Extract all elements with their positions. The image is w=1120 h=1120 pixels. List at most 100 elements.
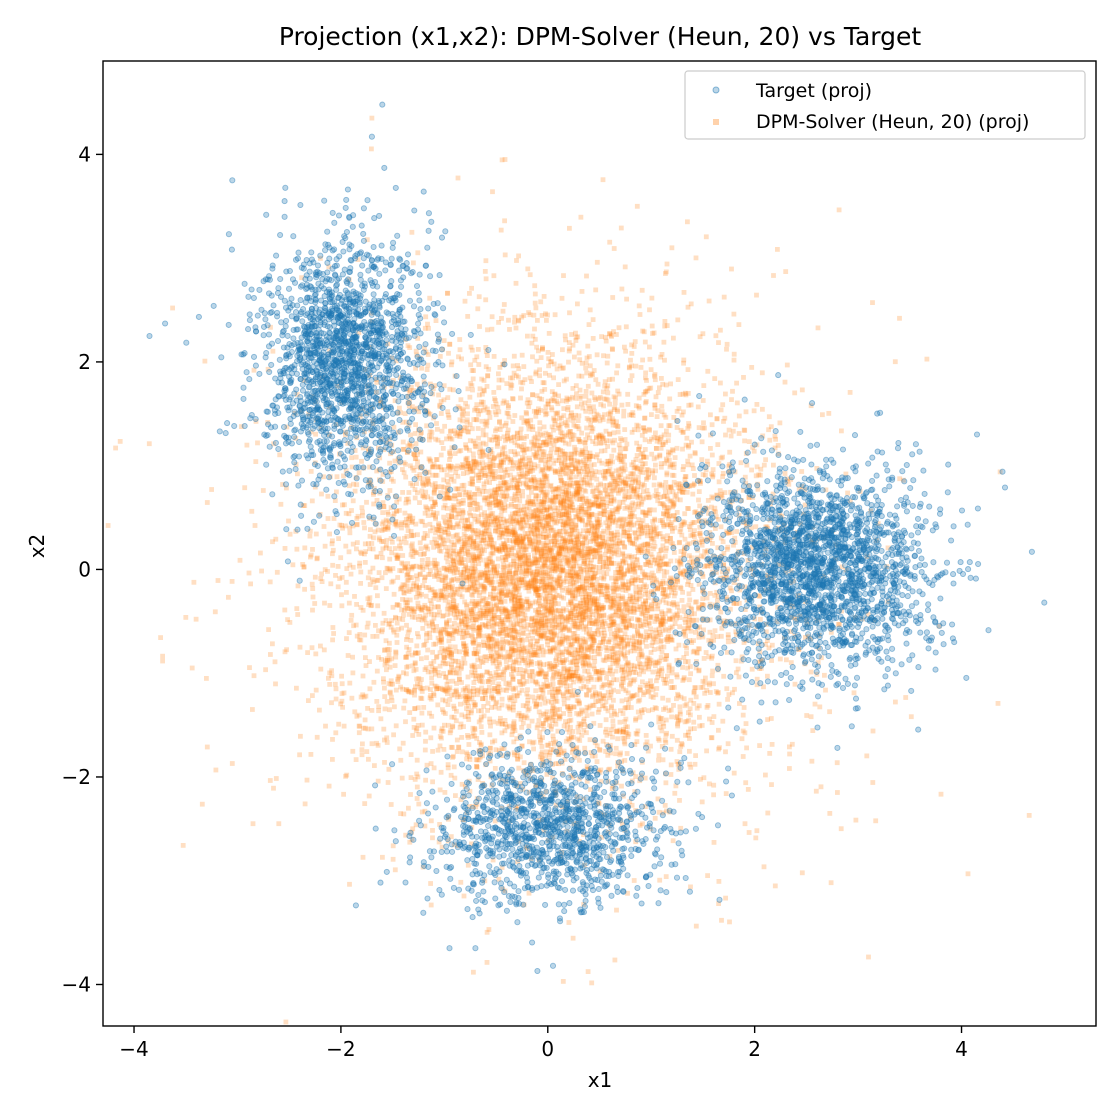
dpm-solver-point <box>567 451 573 457</box>
dpm-solver-point <box>585 766 590 772</box>
dpm-solver-point <box>519 654 525 660</box>
dpm-solver-point <box>707 561 713 566</box>
dpm-solver-point <box>484 602 490 608</box>
dpm-solver-point <box>573 383 579 388</box>
dpm-solver-point <box>563 646 569 652</box>
dpm-solver-point <box>457 405 462 411</box>
dpm-solver-point <box>450 551 456 556</box>
dpm-solver-point <box>436 577 442 582</box>
dpm-solver-point <box>489 606 495 612</box>
dpm-solver-point <box>638 773 644 779</box>
dpm-solver-point <box>465 549 471 555</box>
dpm-solver-point <box>574 662 580 668</box>
dpm-solver-point <box>422 616 428 622</box>
dpm-solver-point <box>521 577 527 582</box>
dpm-solver-point <box>515 550 521 556</box>
dpm-solver-point <box>580 584 586 589</box>
dpm-solver-point <box>347 680 353 686</box>
dpm-solver-point <box>547 497 553 503</box>
dpm-solver-point <box>414 643 420 649</box>
dpm-solver-point <box>582 745 588 751</box>
dpm-solver-point <box>313 651 319 657</box>
dpm-solver-point <box>654 613 660 619</box>
dpm-solver-point <box>662 484 668 490</box>
dpm-solver-point <box>592 523 598 529</box>
dpm-solver-point <box>668 617 673 622</box>
dpm-solver-point <box>472 462 477 468</box>
dpm-solver-point <box>599 606 605 612</box>
dpm-solver-point <box>564 576 569 581</box>
dpm-solver-point <box>710 569 715 575</box>
dpm-solver-point <box>558 502 564 508</box>
dpm-solver-point <box>564 571 570 577</box>
dpm-solver-point <box>472 407 477 413</box>
dpm-solver-point <box>525 514 531 520</box>
dpm-solver-point <box>577 642 582 648</box>
dpm-solver-point <box>570 481 576 486</box>
dpm-solver-point <box>602 474 608 480</box>
dpm-solver-point <box>474 736 480 741</box>
dpm-solver-point <box>538 583 544 588</box>
dpm-solver-point <box>460 635 465 640</box>
dpm-solver-point <box>711 509 717 514</box>
dpm-solver-point <box>687 761 692 767</box>
dpm-solver-point <box>620 821 625 827</box>
dpm-solver-point <box>580 405 586 411</box>
dpm-solver-point <box>421 483 427 488</box>
dpm-solver-point <box>510 627 516 633</box>
dpm-solver-point <box>541 424 547 430</box>
dpm-solver-point <box>473 417 479 422</box>
dpm-solver-point <box>519 575 525 580</box>
dpm-solver-point <box>660 501 666 507</box>
dpm-solver-point <box>502 667 508 673</box>
dpm-solver-point <box>562 460 567 466</box>
dpm-solver-point <box>403 600 409 605</box>
dpm-solver-point <box>629 502 634 508</box>
dpm-solver-point <box>432 486 438 491</box>
dpm-solver-point <box>613 668 619 674</box>
dpm-solver-point <box>604 655 609 661</box>
dpm-solver-point <box>482 654 488 660</box>
dpm-solver-point <box>456 511 462 517</box>
dpm-solver-point <box>436 673 442 679</box>
dpm-solver-point <box>569 410 574 416</box>
dpm-solver-point <box>351 623 356 629</box>
dpm-solver-point <box>594 693 600 699</box>
dpm-solver-point <box>536 598 542 603</box>
dpm-solver-point <box>450 525 456 531</box>
dpm-solver-point <box>519 507 525 513</box>
dpm-solver-point <box>519 386 524 392</box>
dpm-solver-point <box>480 407 486 413</box>
dpm-solver-point <box>544 514 550 519</box>
dpm-solver-point <box>610 783 616 789</box>
dpm-solver-point <box>430 386 436 391</box>
dpm-solver-point <box>465 386 471 392</box>
dpm-solver-point <box>576 486 582 491</box>
dpm-solver-point <box>533 508 539 513</box>
dpm-solver-point <box>650 470 655 476</box>
dpm-solver-point <box>362 367 368 372</box>
dpm-solver-point <box>412 660 418 666</box>
dpm-solver-point <box>329 673 335 679</box>
dpm-solver-point <box>572 624 578 630</box>
dpm-solver-point <box>671 600 676 605</box>
dpm-solver-point <box>622 446 628 452</box>
dpm-solver-point <box>413 348 419 354</box>
dpm-solver-point <box>479 418 485 424</box>
dpm-solver-point <box>524 568 530 574</box>
dpm-solver-point <box>539 687 545 692</box>
dpm-solver-point <box>400 617 406 622</box>
dpm-solver-point <box>718 535 724 541</box>
dpm-solver-point <box>587 634 593 640</box>
dpm-solver-point <box>350 498 356 504</box>
dpm-solver-point <box>669 576 675 582</box>
dpm-solver-point <box>587 703 593 709</box>
dpm-solver-point <box>523 556 529 561</box>
dpm-solver-point <box>549 585 555 590</box>
dpm-solver-point <box>754 464 760 470</box>
dpm-solver-point <box>453 470 459 475</box>
dpm-solver-point <box>445 631 451 637</box>
dpm-solver-point <box>453 658 458 664</box>
dpm-solver-point <box>480 391 485 397</box>
dpm-solver-point <box>571 558 577 564</box>
